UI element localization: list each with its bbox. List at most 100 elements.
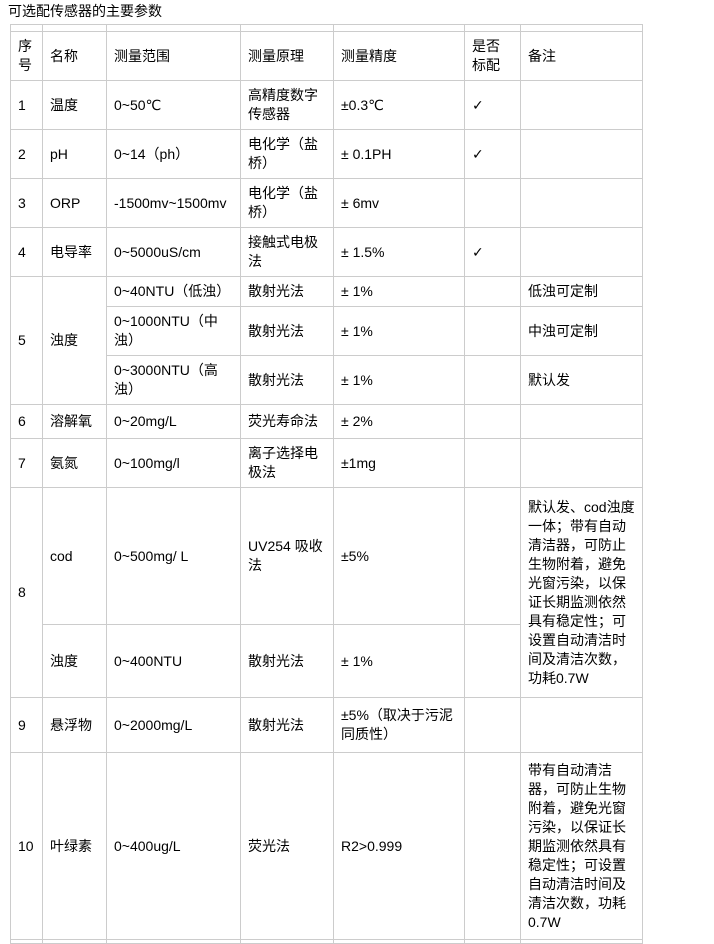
- cell-sensor-name: ORP: [42, 178, 107, 228]
- cell-standard-config: [464, 306, 521, 356]
- spacer-cell: [520, 24, 643, 32]
- cell-sensor-name: pH: [42, 129, 107, 179]
- header-measure-range: 测量范围: [106, 31, 241, 81]
- header-serial-number: 序号: [10, 31, 43, 81]
- cell-standard-config: ✓: [464, 129, 521, 179]
- cell-measure-range: 0~400ug/L: [106, 752, 241, 940]
- cell-serial-number: 1: [10, 80, 43, 130]
- cell-measure-accuracy: ± 6mv: [333, 178, 465, 228]
- cell-remark: [520, 227, 643, 277]
- cell-measure-principle: 接触式电极法: [240, 227, 334, 277]
- cell-standard-config: [464, 404, 521, 439]
- cell-measure-principle: 荧光法: [240, 752, 334, 940]
- table-row: 0~1000NTU（中浊） 散射光法 ± 1% 中浊可定制: [11, 306, 643, 356]
- cell-remark: [520, 697, 643, 753]
- cell-measure-principle: UV254 吸收法: [240, 487, 334, 625]
- header-standard-config: 是否标配: [464, 31, 521, 81]
- cell-measure-range: 0~400NTU: [106, 624, 241, 698]
- spacer-cell: [42, 939, 107, 944]
- table-row: 浊度 0~400NTU 散射光法 ± 1%: [11, 624, 643, 698]
- spacer-cell: [106, 939, 241, 944]
- cell-measure-principle: 离子选择电极法: [240, 438, 334, 488]
- table-row: 6 溶解氧 0~20mg/L 荧光寿命法 ± 2%: [10, 404, 643, 439]
- table-row: 7 氨氮 0~100mg/l 离子选择电极法 ±1mg: [10, 438, 643, 488]
- cell-measure-principle: 散射光法: [240, 624, 334, 698]
- spacer-cell: [240, 939, 334, 944]
- spacer-cell: [464, 939, 521, 944]
- cell-sensor-name: 叶绿素: [42, 752, 107, 940]
- cell-measure-accuracy: R2>0.999: [333, 752, 465, 940]
- spacer-cell: [10, 24, 43, 32]
- table-row: 8 cod 0~500mg/ L UV254 吸收法 ±5% 默认发、cod浊度…: [10, 487, 643, 698]
- table-row: 1 温度 0~50℃ 高精度数字传感器 ±0.3℃ ✓: [10, 80, 643, 130]
- cell-sensor-name: 氨氮: [42, 438, 107, 488]
- cell-sensor-name: 溶解氧: [42, 404, 107, 439]
- spacer-cell: [333, 24, 465, 32]
- table-row: 3 ORP -1500mv~1500mv 电化学（盐桥） ± 6mv: [10, 178, 643, 228]
- cell-standard-config: [464, 487, 521, 625]
- spacer-cell: [10, 939, 43, 944]
- spacer-cell: [520, 939, 643, 944]
- spacer-cell: [240, 24, 334, 32]
- cell-remark: [520, 178, 643, 228]
- check-icon: ✓: [472, 243, 484, 260]
- cell-sensor-name: 温度: [42, 80, 107, 130]
- cell-measure-principle: 电化学（盐桥）: [240, 178, 334, 228]
- cell-sensor-name: cod: [42, 487, 107, 625]
- cell-measure-principle: 散射光法: [240, 276, 334, 307]
- cell-serial-number: 4: [10, 227, 43, 277]
- cell-measure-accuracy: ± 1%: [333, 624, 465, 698]
- cell-remark: [520, 129, 643, 179]
- header-name: 名称: [42, 31, 107, 81]
- header-remark: 备注: [520, 31, 643, 81]
- cell-measure-range: -1500mv~1500mv: [106, 178, 241, 228]
- header-row: 序号 名称 测量范围 测量原理 测量精度 是否标配 备注: [10, 31, 643, 81]
- cell-measure-range: 0~5000uS/cm: [106, 227, 241, 277]
- table-row: 2 pH 0~14（ph） 电化学（盐桥） ± 0.1PH ✓: [10, 129, 643, 179]
- check-icon: ✓: [472, 145, 484, 162]
- cell-remark: [520, 438, 643, 488]
- cell-measure-accuracy: ± 1%: [333, 276, 465, 307]
- table-row: 0~3000NTU（高浊） 散射光法 ± 1% 默认发: [11, 355, 643, 405]
- cell-measure-range: 0~14（ph）: [106, 129, 241, 179]
- cell-measure-accuracy: ±1mg: [333, 438, 465, 488]
- cell-measure-range: 0~2000mg/L: [106, 697, 241, 753]
- header-measure-accuracy: 测量精度: [333, 31, 465, 81]
- cell-measure-range: 0~20mg/L: [106, 404, 241, 439]
- cell-measure-accuracy: ± 1%: [333, 306, 465, 356]
- cell-serial-number: 8: [10, 487, 43, 698]
- cell-standard-config: [464, 178, 521, 228]
- cell-measure-accuracy: ± 1%: [333, 355, 465, 405]
- cell-measure-range: 0~50℃: [106, 80, 241, 130]
- cell-sensor-name: 浊度: [42, 624, 107, 698]
- cell-serial-number: 10: [10, 752, 43, 940]
- cell-measure-accuracy: ±5%: [333, 487, 465, 625]
- cell-measure-range: 0~100mg/l: [106, 438, 241, 488]
- cell-standard-config: [464, 438, 521, 488]
- cell-standard-config: [464, 752, 521, 940]
- spacer-cell: [333, 939, 465, 944]
- cell-measure-range: 0~1000NTU（中浊）: [106, 306, 241, 356]
- cell-measure-range: 0~3000NTU（高浊）: [106, 355, 241, 405]
- cell-remark: 带有自动清洁器，可防止生物附着，避免光窗污染，以保证长期监测依然具有稳定性；可设…: [520, 752, 643, 940]
- cell-measure-range: 0~40NTU（低浊）: [106, 276, 241, 307]
- cell-measure-principle: 荧光寿命法: [240, 404, 334, 439]
- cell-sensor-name: 浊度: [42, 276, 107, 405]
- cell-measure-principle: 散射光法: [240, 355, 334, 405]
- cell-standard-config: [464, 276, 521, 307]
- table-row: 5 浊度 0~40NTU（低浊） 散射光法 ± 1% 低浊可定制: [10, 276, 643, 405]
- cell-standard-config: [464, 355, 521, 405]
- cell-measure-principle: 散射光法: [240, 697, 334, 753]
- cell-remark: 默认发: [520, 355, 643, 405]
- table-row: 10 叶绿素 0~400ug/L 荧光法 R2>0.999 带有自动清洁器，可防…: [10, 752, 643, 940]
- check-icon: ✓: [472, 96, 484, 113]
- cell-serial-number: 9: [10, 697, 43, 753]
- cell-measure-accuracy: ± 1.5%: [333, 227, 465, 277]
- cell-remark: 默认发、cod浊度一体；带有自动清洁器，可防止生物附着，避免光窗污染，以保证长期…: [520, 487, 643, 698]
- cell-measure-accuracy: ±5%（取决于污泥同质性）: [333, 697, 465, 753]
- cell-serial-number: 7: [10, 438, 43, 488]
- cell-measure-principle: 高精度数字传感器: [240, 80, 334, 130]
- cell-remark: 低浊可定制: [520, 276, 643, 307]
- table-row: 9 悬浮物 0~2000mg/L 散射光法 ±5%（取决于污泥同质性）: [10, 697, 643, 753]
- cell-remark: 中浊可定制: [520, 306, 643, 356]
